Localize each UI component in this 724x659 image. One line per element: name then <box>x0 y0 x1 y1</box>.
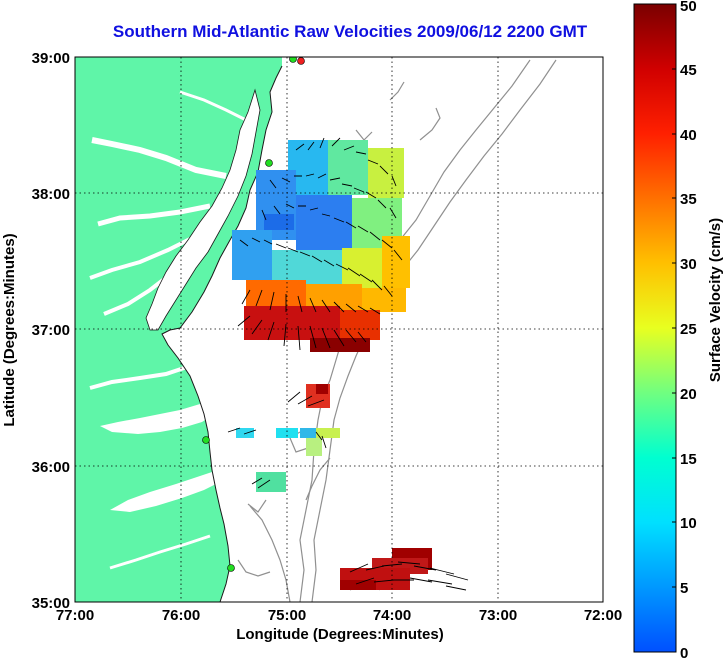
colorbar-tick: 35 <box>680 191 697 208</box>
x-tick: 75:00 <box>268 607 306 624</box>
y-tick: 39:00 <box>32 50 70 67</box>
y-tick: 37:00 <box>32 322 70 339</box>
colorbar-tick: 5 <box>680 580 688 597</box>
x-tick: 77:00 <box>56 607 94 624</box>
x-axis-label: Longitude (Degrees:Minutes) <box>236 626 444 643</box>
velocity-field-patches <box>236 384 340 492</box>
bay-tributary-3 <box>89 234 197 280</box>
x-tick-labels: 77:00 76:00 75:00 74:00 73:00 72:00 <box>56 607 622 624</box>
colorbar-tick: 15 <box>680 451 697 468</box>
river-nc-1 <box>89 358 215 390</box>
velocity-field-south <box>340 548 432 590</box>
colorbar <box>633 3 677 653</box>
colorbar-tick: 25 <box>680 321 697 338</box>
y-axis-label: Latitude (Degrees:Minutes) <box>1 233 18 426</box>
bay-tributary-4 <box>103 268 178 316</box>
pamlico-sound <box>100 400 214 434</box>
plot-frame <box>74 56 604 603</box>
colorbar-tick: 20 <box>680 386 697 403</box>
colorbar-label: Surface Velocity (cm/s) <box>707 218 724 382</box>
x-tick: 76:00 <box>162 607 200 624</box>
colorbar-ticks <box>672 3 676 653</box>
y-tick: 38:00 <box>32 186 70 203</box>
colorbar-tick: 0 <box>680 645 688 659</box>
station-marker <box>202 436 210 444</box>
bay-shoreline <box>145 88 261 331</box>
grid-lines <box>75 57 603 602</box>
colorbar-tick: 40 <box>680 127 697 144</box>
page-title: Southern Mid-Atlantic Raw Velocities 200… <box>112 22 588 41</box>
coastline <box>161 65 283 602</box>
station-marker <box>227 564 235 572</box>
x-tick: 73:00 <box>479 607 517 624</box>
bay-tributary-2 <box>97 203 211 227</box>
velocity-vectors <box>227 137 469 591</box>
y-tick: 35:00 <box>32 595 70 612</box>
y-tick-labels: 39:00 38:00 37:00 36:00 35:00 <box>32 50 70 612</box>
colorbar-tick: 45 <box>680 62 697 79</box>
x-tick: 74:00 <box>373 607 411 624</box>
station-marker-active <box>297 57 305 65</box>
y-tick: 36:00 <box>32 459 70 476</box>
x-tick: 72:00 <box>584 607 622 624</box>
bay-tributary-1 <box>91 137 227 179</box>
station-marker <box>265 159 273 167</box>
albemarle-sound <box>110 470 220 512</box>
colorbar-tick-labels: 0 5 10 15 20 25 30 35 40 45 50 <box>680 0 697 659</box>
station-marker <box>289 57 297 63</box>
colorbar-tick: 50 <box>680 0 697 15</box>
colorbar-tick: 10 <box>680 515 697 532</box>
colorbar-tick: 30 <box>680 256 697 273</box>
bay-tributary-5 <box>179 90 247 122</box>
river-nc-2 <box>109 534 211 570</box>
